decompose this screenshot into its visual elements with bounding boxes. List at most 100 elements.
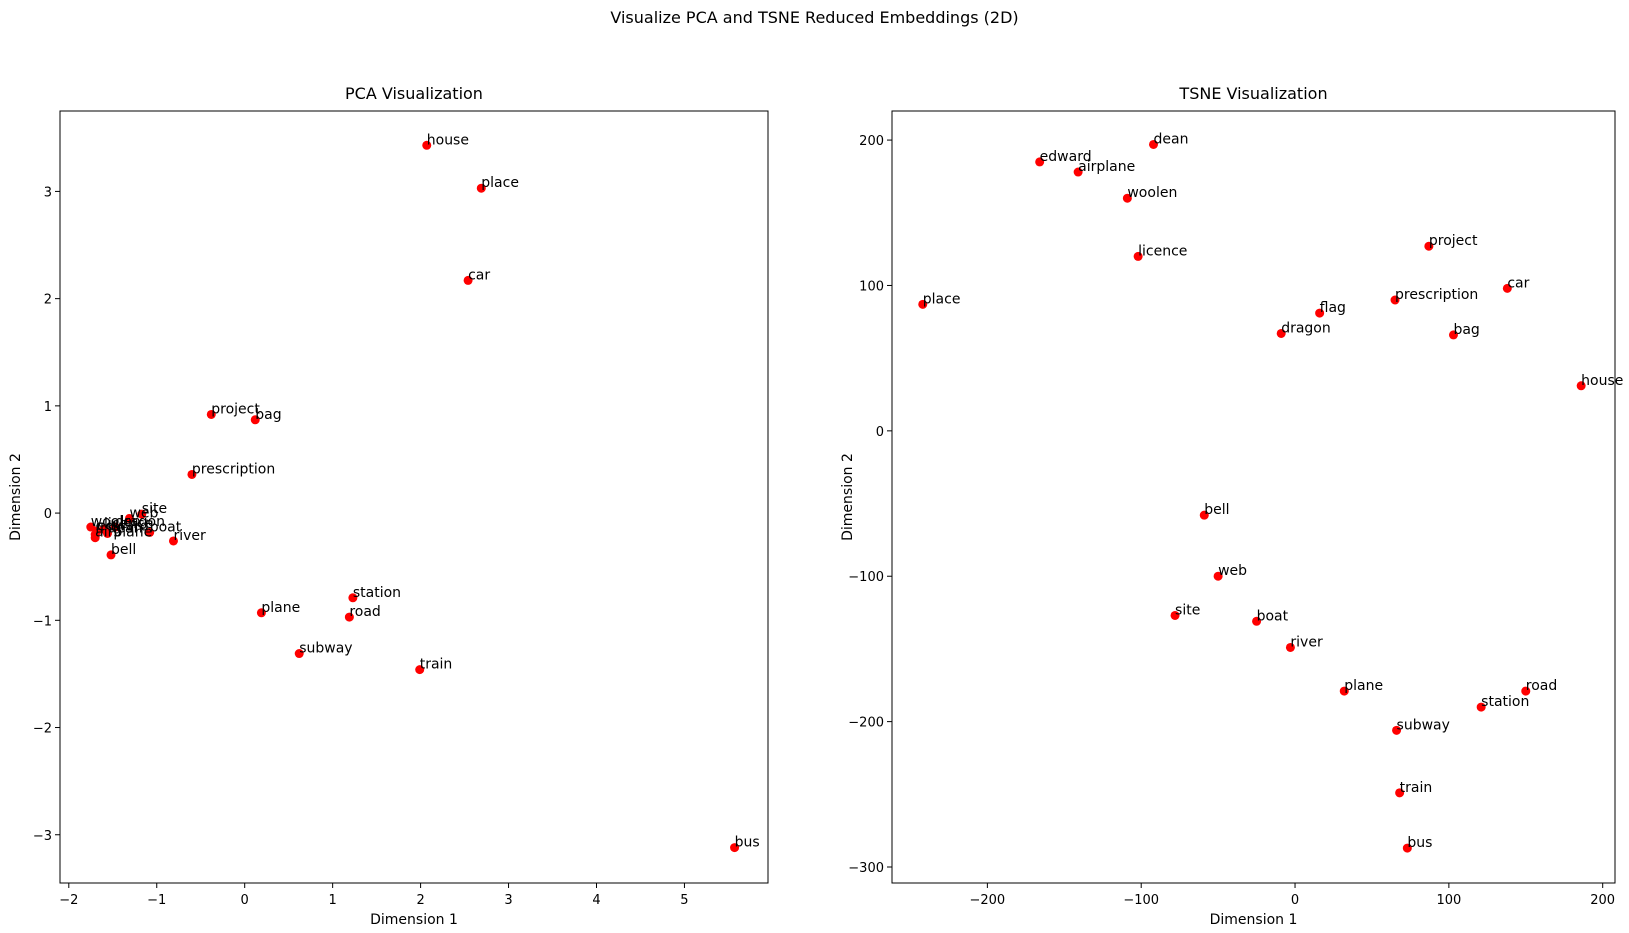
pca-point-label: licence [104,516,153,532]
tsne-y-tick-label: −100 [848,570,884,585]
tsne-point-label: licence [1138,243,1187,259]
tsne-point [1315,308,1325,318]
pca-y-tick-label: 2 [44,293,52,308]
pca-point-label: road [349,604,380,620]
tsne-y-tick-label: 200 [859,134,884,149]
tsne-point [918,299,928,309]
tsne-point-label: web [1218,563,1247,579]
pca-x-tick-label: −1 [147,893,166,908]
tsne-y-tick-label: 100 [859,279,884,294]
tsne-point [1213,571,1223,581]
tsne-x-axis-label: Dimension 1 [1210,912,1298,928]
pca-point-label: bag [255,407,281,423]
tsne-x-tick-label: −200 [970,893,1006,908]
tsne-x-tick-label: 200 [1590,893,1615,908]
pca-point [294,649,304,659]
pca-point [102,528,112,538]
pca-point-label: river [173,528,206,544]
tsne-point-label: bag [1453,322,1479,338]
tsne-y-tick-label: −200 [848,716,884,731]
pca-point-label: plane [261,600,300,616]
pca-x-tick-label: 2 [416,893,424,908]
tsne-point-label: dragon [1281,320,1331,336]
pca-point-label: site [142,501,167,517]
pca-point [256,608,266,618]
tsne-x-tick-label: 100 [1436,893,1461,908]
tsne-x-tick-label: −100 [1123,893,1159,908]
tsne-point [1476,702,1486,712]
pca-point [476,183,486,193]
tsne-point [1448,330,1458,340]
tsne-panel: TSNE Visualization −200 −100 0 100 200 −300 −20… [840,84,1623,928]
tsne-point [1402,843,1412,853]
tsne-point [1035,157,1045,167]
tsne-point-label: bus [1407,835,1432,851]
tsne-point [1199,510,1209,520]
pca-y-tick-label: 1 [44,400,52,415]
tsne-point-label: project [1429,233,1478,249]
pca-point-label: prescription [192,461,275,477]
pca-y-tick-label: 3 [44,185,52,200]
tsne-y-tick-label: 0 [876,425,884,440]
tsne-point [1390,295,1400,305]
tsne-y-tick-label: −300 [848,861,884,876]
tsne-point-label: car [1507,275,1529,291]
pca-y-tick-label: 0 [44,507,52,522]
pca-point [422,140,432,150]
pca-point [344,612,354,622]
tsne-point-label: bell [1204,502,1229,518]
pca-x-tick-label: 1 [329,893,337,908]
tsne-point-label: subway [1397,717,1450,733]
pca-point [90,533,100,543]
pca-point [206,409,216,419]
pca-point [415,665,425,675]
tsne-x-tick-label: 0 [1291,893,1299,908]
tsne-point [1285,642,1295,652]
tsne-point-label: place [923,291,961,307]
pca-y-tick-label: −2 [33,722,52,737]
tsne-point-label: road [1526,678,1557,694]
tsne-point-label: station [1481,694,1529,710]
tsne-point-label: airplane [1078,159,1135,175]
tsne-point [1576,381,1586,391]
pca-point-label: car [468,267,490,283]
tsne-point [1395,788,1405,798]
pca-x-tick-label: 3 [504,893,512,908]
pca-point-label: project [211,401,260,417]
pca-point-label: house [427,132,469,148]
pca-point [348,593,358,603]
pca-point [730,843,740,853]
pca-x-tick-label: 5 [680,893,688,908]
pca-point-label: station [353,585,401,601]
pca-point [187,469,197,479]
pca-point-label: airplane [95,525,152,541]
pca-x-tick-label: 0 [241,893,249,908]
pca-point-label: bus [735,835,760,851]
tsne-point-label: edward [1040,149,1092,165]
pca-point-label: web [129,505,158,521]
pca-axes-frame [59,110,769,884]
pca-point [106,550,116,560]
tsne-title: TSNE Visualization [1178,84,1327,103]
pca-point-label: place [481,175,519,191]
pca-panel: PCA Visualization −2 −1 0 1 2 3 4 5 −3 −2 −1 0 1 2 3 Dim… [8,84,769,928]
pca-point [110,522,120,532]
tsne-point-label: dean [1154,131,1189,147]
tsne-axes-frame [891,110,1616,884]
pca-point [168,536,178,546]
tsne-point [1122,193,1132,203]
tsne-point [1133,251,1143,261]
pca-point-label: subway [299,641,352,657]
tsne-point [1149,139,1159,149]
tsne-point [1392,725,1402,735]
pca-x-axis-label: Dimension 1 [370,912,458,928]
tsne-point-label: site [1175,602,1200,618]
pca-point [124,513,134,523]
tsne-point [1521,686,1531,696]
tsne-point-label: river [1290,634,1323,650]
tsne-point-label: plane [1344,678,1383,694]
tsne-point [1170,610,1180,620]
figure-title: Visualize PCA and TSNE Reduced Embedding… [610,8,1019,27]
tsne-point-label: woolen [1127,185,1177,201]
